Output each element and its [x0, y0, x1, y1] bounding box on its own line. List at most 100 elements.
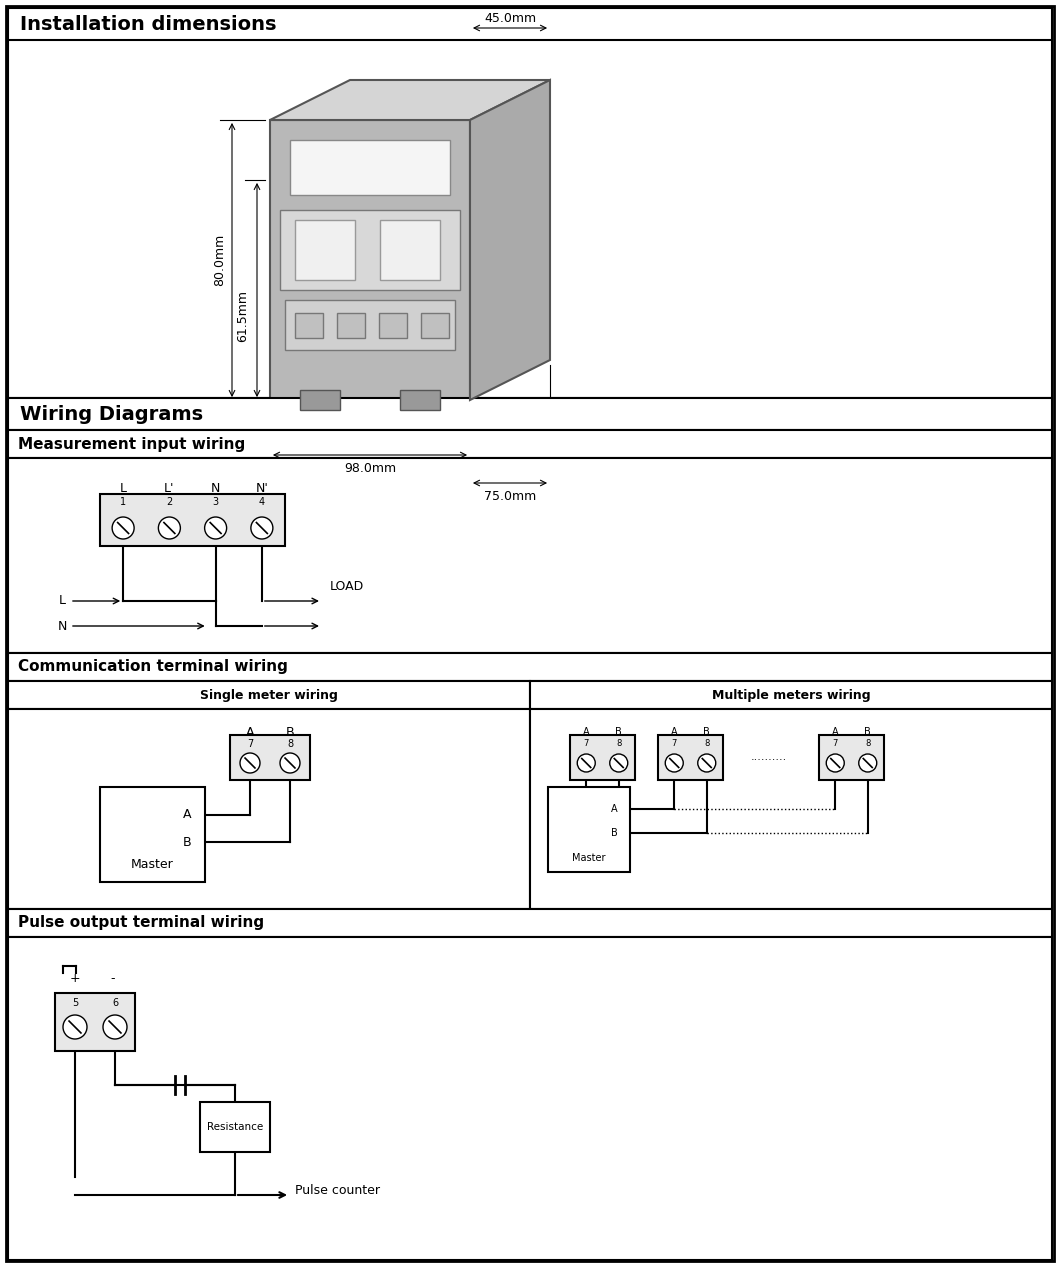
Text: LOAD: LOAD	[330, 580, 365, 593]
Text: 7: 7	[247, 739, 253, 749]
Polygon shape	[270, 80, 550, 120]
Text: B: B	[286, 726, 295, 739]
Text: Measurement input wiring: Measurement input wiring	[18, 437, 245, 451]
Bar	[819, 735, 884, 780]
Bar	[295, 313, 323, 338]
Bar	[295, 220, 355, 280]
Bar	[200, 1102, 270, 1152]
Text: 8: 8	[865, 740, 870, 749]
Bar	[421, 313, 449, 338]
Text: N: N	[57, 620, 67, 632]
Bar	[379, 220, 440, 280]
Text: Wiring Diagrams: Wiring Diagrams	[20, 404, 204, 423]
Text: 6: 6	[112, 998, 118, 1009]
Bar	[55, 993, 135, 1052]
Bar	[8, 457, 1052, 653]
Text: +: +	[70, 973, 81, 986]
Text: Master: Master	[131, 858, 174, 870]
Text: Multiple meters wiring: Multiple meters wiring	[711, 688, 870, 702]
Bar	[8, 680, 530, 710]
Circle shape	[158, 517, 180, 538]
Bar	[337, 313, 365, 338]
Circle shape	[112, 517, 135, 538]
Bar	[230, 735, 310, 780]
Bar	[100, 787, 205, 882]
Bar	[379, 313, 407, 338]
Text: B: B	[704, 727, 710, 737]
Text: B: B	[182, 835, 191, 849]
Bar	[8, 398, 1052, 430]
Text: Installation dimensions: Installation dimensions	[20, 14, 277, 33]
Text: Pulse output terminal wiring: Pulse output terminal wiring	[18, 916, 264, 930]
Circle shape	[859, 754, 877, 772]
Text: A: A	[182, 808, 191, 821]
Text: 7: 7	[584, 740, 589, 749]
Text: B: B	[611, 829, 617, 837]
Text: A: A	[611, 805, 617, 813]
Text: 2: 2	[166, 497, 173, 507]
Text: 7: 7	[832, 740, 838, 749]
Text: 4: 4	[259, 497, 265, 507]
Circle shape	[240, 753, 260, 773]
Text: 8: 8	[704, 740, 709, 749]
Text: Communication terminal wiring: Communication terminal wiring	[18, 660, 288, 674]
Circle shape	[205, 517, 227, 538]
Bar	[658, 735, 723, 780]
Bar	[8, 8, 1052, 41]
Text: Pulse counter: Pulse counter	[295, 1183, 379, 1196]
Circle shape	[610, 754, 628, 772]
Text: 1: 1	[120, 497, 126, 507]
Bar	[290, 139, 450, 195]
Bar	[300, 390, 340, 411]
Bar	[8, 653, 1052, 680]
Text: 98.0mm: 98.0mm	[343, 462, 396, 475]
Bar	[8, 938, 1052, 1259]
Circle shape	[280, 753, 300, 773]
Circle shape	[666, 754, 684, 772]
Text: 5: 5	[72, 998, 78, 1009]
Text: A: A	[832, 727, 838, 737]
Text: 80.0mm: 80.0mm	[213, 234, 227, 286]
Text: L': L'	[164, 483, 175, 495]
Text: 7: 7	[672, 740, 677, 749]
Circle shape	[251, 517, 272, 538]
Circle shape	[103, 1015, 127, 1039]
Text: A: A	[583, 727, 589, 737]
Bar	[8, 710, 530, 908]
Text: A: A	[246, 726, 254, 739]
Bar	[8, 8, 1052, 398]
Bar	[530, 710, 1052, 908]
Bar	[280, 210, 460, 290]
Bar	[530, 680, 1052, 710]
Text: ..........: ..........	[750, 753, 787, 761]
Text: 61.5mm: 61.5mm	[236, 290, 249, 342]
Circle shape	[63, 1015, 87, 1039]
Text: A: A	[671, 727, 677, 737]
Polygon shape	[470, 80, 550, 400]
Bar	[8, 908, 1052, 938]
Text: 45.0mm: 45.0mm	[484, 11, 536, 24]
Bar	[270, 120, 470, 400]
Text: N': N'	[255, 483, 268, 495]
Text: Single meter wiring: Single meter wiring	[200, 688, 338, 702]
Text: 3: 3	[213, 497, 218, 507]
Bar	[548, 787, 630, 872]
Text: B: B	[616, 727, 622, 737]
Text: B: B	[864, 727, 871, 737]
Text: L: L	[58, 594, 66, 607]
Circle shape	[697, 754, 716, 772]
Bar	[400, 390, 440, 411]
Text: -: -	[110, 973, 116, 986]
Bar	[100, 494, 285, 546]
Text: Master: Master	[572, 853, 605, 863]
Bar	[570, 735, 635, 780]
Text: 8: 8	[287, 739, 293, 749]
Text: N: N	[211, 483, 220, 495]
Text: 75.0mm: 75.0mm	[483, 490, 536, 503]
Text: L: L	[120, 483, 126, 495]
Bar	[285, 300, 455, 350]
Circle shape	[578, 754, 596, 772]
Bar	[8, 430, 1052, 457]
Text: 8: 8	[616, 740, 621, 749]
Circle shape	[826, 754, 844, 772]
